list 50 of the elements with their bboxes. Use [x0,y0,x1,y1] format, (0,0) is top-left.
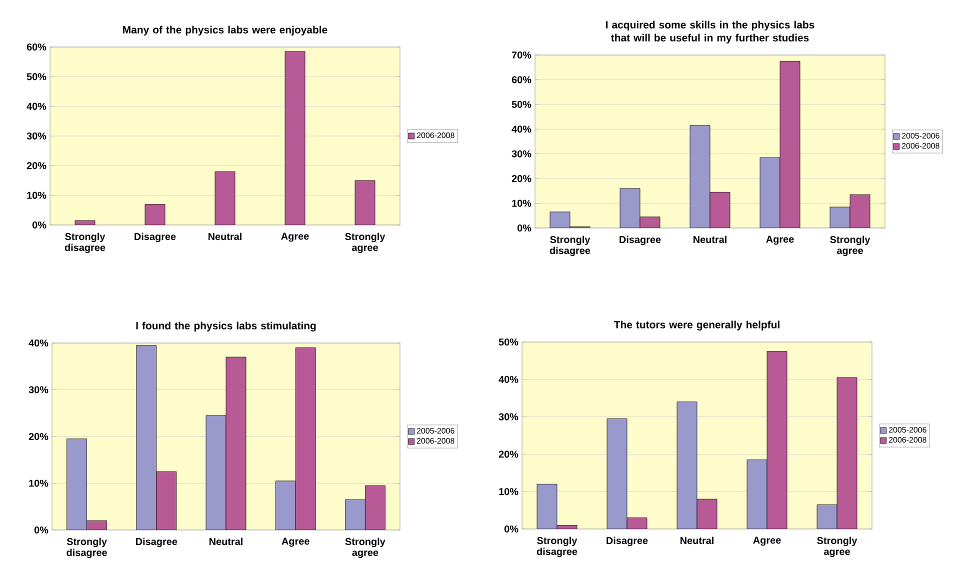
y-tick-label: 50% [512,100,532,108]
x-tick-label: Disagree [606,536,648,546]
chart-title: Many of the physics labs were enjoyable [123,26,328,36]
y-tick-label: 0% [517,224,532,232]
y-tick-label: 50% [498,338,518,346]
y-tick-label: 20% [498,450,518,458]
chart-title: I acquired some skills in the physics labs that will be useful in my further studies [606,20,814,44]
x-tick-label: Neutral [694,236,726,244]
y-tick-label: 20% [28,432,48,440]
x-tick-label: Agree [282,538,310,547]
y-tick-label: 30% [498,413,518,420]
y-tick-label: 10% [27,192,46,199]
y-tick-label: 40% [512,126,532,133]
x-tick-label: Strongly agree [817,536,858,558]
y-tick-label: 10% [499,488,518,496]
x-tick-label: Strongly disagree [64,232,106,254]
x-tick-label: Strongly agree [345,232,386,254]
x-tick-label: Neutral [680,536,714,544]
x-tick-label: Disagree [134,232,176,242]
x-tick-label: Disagree [136,538,178,548]
y-tick-label: 60% [26,43,46,51]
x-tick-label: Agree [281,232,309,242]
y-tick-label: 10% [512,200,532,207]
y-tick-label: 40% [498,376,518,383]
chart-title: I found the physics labs stimulating [136,322,316,332]
y-tick-label: 0% [504,525,518,533]
x-tick-label: Strongly disagree [536,536,578,558]
x-tick-label: Disagree [620,236,661,246]
y-tick-label: 20% [512,175,532,182]
x-tick-label: Agree [766,236,794,245]
y-tick-label: 30% [28,386,48,394]
y-tick-label: 0% [32,221,46,229]
y-tick-label: 30% [26,132,46,140]
chart-title: The tutors were generally helpful [614,320,780,331]
y-tick-label: 70% [512,51,532,59]
x-tick-label: Neutral [210,538,242,546]
y-tick-label: 60% [512,76,532,84]
x-tick-label: Strongly disagree [66,538,107,558]
y-tick-label: 10% [29,480,48,487]
y-tick-label: 40% [28,339,48,347]
y-tick-label: 30% [512,150,532,158]
y-tick-label: 50% [26,73,46,80]
x-tick-label: Strongly agree [345,538,386,558]
x-tick-label: Strongly disagree [550,236,590,256]
y-tick-label: 20% [26,162,46,170]
y-tick-label: 40% [26,102,46,110]
x-tick-label: Strongly agree [830,236,870,256]
x-tick-label: Agree [753,536,781,546]
y-tick-label: 0% [34,526,48,534]
x-tick-label: Neutral [208,232,242,240]
